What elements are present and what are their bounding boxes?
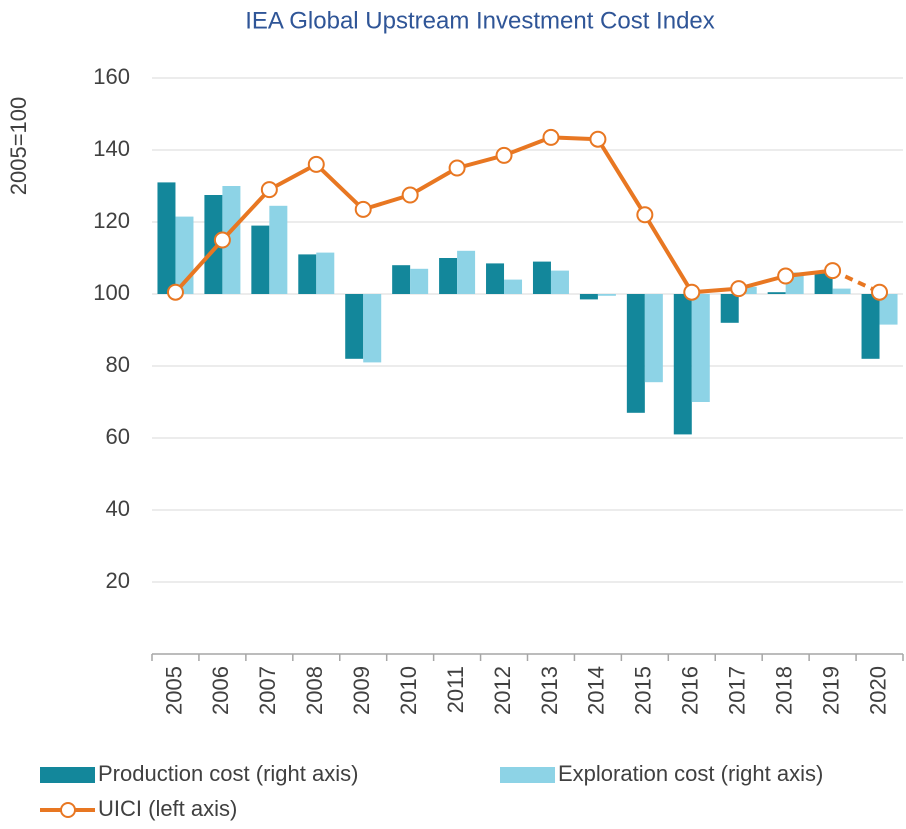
legend-swatch — [40, 767, 95, 783]
y-tick-label: 160 — [93, 64, 130, 89]
y-tick-label: 120 — [93, 208, 130, 233]
y-tick-label: 100 — [93, 280, 130, 305]
bar — [879, 294, 898, 325]
bar — [673, 294, 692, 435]
y-tick-label: 40 — [106, 496, 130, 521]
line-marker — [683, 283, 701, 301]
line-marker — [542, 128, 560, 146]
bar — [486, 263, 505, 294]
legend-marker — [60, 802, 76, 818]
bar — [532, 261, 551, 294]
bar — [457, 250, 476, 294]
x-tick-label: 2020 — [865, 666, 890, 715]
y-tick-label: 80 — [106, 352, 130, 377]
line-marker — [260, 181, 278, 199]
bar — [316, 252, 335, 294]
bar — [439, 258, 458, 294]
legend-label: UICI (left axis) — [98, 796, 237, 821]
x-tick-label: 2006 — [208, 666, 233, 715]
x-tick-label: 2017 — [725, 666, 750, 715]
bar — [157, 182, 176, 294]
x-tick-label: 2018 — [771, 666, 796, 715]
line-marker — [401, 186, 419, 204]
bar — [597, 294, 616, 296]
line-marker — [871, 283, 889, 301]
x-tick-label: 2016 — [678, 666, 703, 715]
x-tick-label: 2009 — [349, 666, 374, 715]
bar — [345, 294, 364, 359]
line-marker — [213, 231, 231, 249]
x-tick-label: 2013 — [537, 666, 562, 715]
x-tick-label: 2011 — [443, 666, 468, 713]
line-marker — [166, 283, 184, 301]
line-marker — [354, 200, 372, 218]
legend-swatch — [500, 767, 555, 783]
bar — [767, 292, 786, 294]
y-axis-label: 2005=100 — [6, 97, 31, 196]
chart-title: IEA Global Upstream Investment Cost Inde… — [245, 7, 715, 34]
line-dashed — [831, 268, 881, 295]
x-tick-label: 2007 — [255, 666, 280, 715]
line-marker — [636, 206, 654, 224]
line-marker — [730, 280, 748, 298]
bar — [738, 286, 757, 294]
bar — [720, 294, 739, 323]
bar — [579, 294, 598, 300]
x-tick-label: 2005 — [161, 666, 186, 715]
line-marker — [777, 267, 795, 285]
y-tick-label: 60 — [106, 424, 130, 449]
legend-label: Exploration cost (right axis) — [558, 761, 823, 786]
line-marker — [307, 155, 325, 173]
bar — [298, 254, 317, 294]
line-marker — [448, 159, 466, 177]
bar — [550, 270, 569, 294]
y-tick-label: 140 — [93, 136, 130, 161]
bar — [392, 265, 411, 294]
bar — [363, 294, 382, 363]
x-tick-label: 2015 — [631, 666, 656, 715]
bar — [626, 294, 645, 413]
line-marker — [589, 130, 607, 148]
legend-label: Production cost (right axis) — [98, 761, 358, 786]
x-tick-label: 2014 — [584, 666, 609, 715]
x-tick-label: 2010 — [396, 666, 421, 715]
bar — [691, 294, 710, 402]
y-tick-label: 20 — [106, 568, 130, 593]
line-marker — [495, 146, 513, 164]
x-tick-label: 2012 — [490, 666, 515, 715]
bar — [204, 195, 223, 294]
bar — [644, 294, 663, 383]
bar — [251, 225, 270, 294]
bar — [269, 205, 288, 294]
bar — [832, 288, 851, 294]
bar — [861, 294, 880, 359]
bar — [504, 279, 523, 294]
x-tick-label: 2019 — [818, 666, 843, 715]
bar — [222, 186, 241, 294]
bar — [410, 268, 429, 294]
line-marker — [824, 262, 842, 280]
x-tick-label: 2008 — [302, 666, 327, 715]
